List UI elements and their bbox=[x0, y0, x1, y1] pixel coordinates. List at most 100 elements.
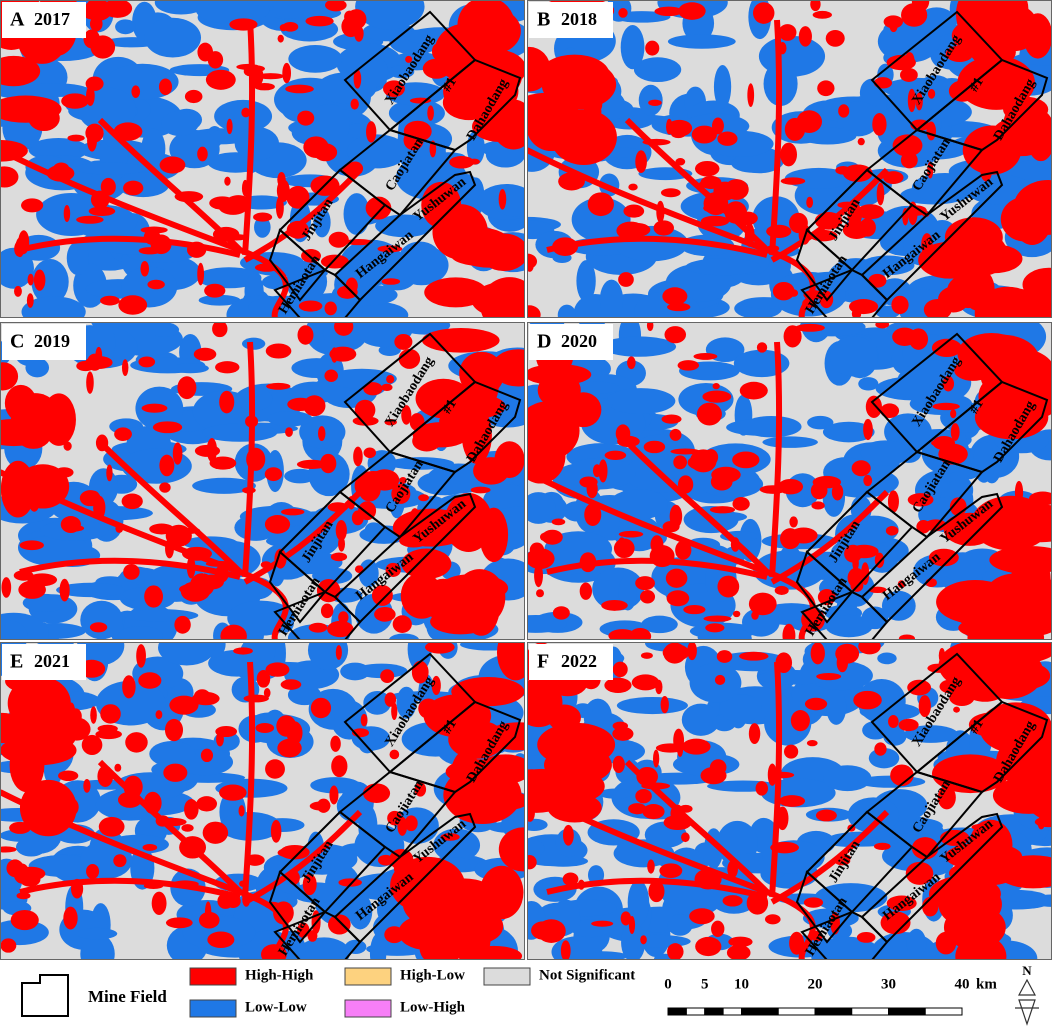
low-low-patch bbox=[298, 937, 350, 960]
panel-letter: D bbox=[537, 331, 551, 353]
high-high-patch bbox=[196, 796, 218, 812]
high-high-patch bbox=[320, 603, 334, 619]
high-high-patch bbox=[285, 427, 293, 437]
high-high-patch bbox=[464, 353, 499, 413]
high-high-patch bbox=[907, 679, 932, 696]
high-high-patch bbox=[700, 175, 722, 190]
drainage-hotspot bbox=[769, 661, 783, 898]
panel-year: 2018 bbox=[561, 9, 597, 29]
high-high-patch bbox=[205, 69, 236, 90]
high-high-patch bbox=[226, 118, 233, 135]
panel-label-box bbox=[2, 2, 86, 38]
drainage-hotspot bbox=[769, 19, 783, 256]
high-high-patch bbox=[439, 410, 488, 432]
low-low-patch bbox=[847, 886, 868, 908]
low-low-patch bbox=[74, 162, 146, 175]
high-high-patch bbox=[404, 815, 418, 832]
high-high-patch bbox=[184, 89, 203, 104]
high-high-patch bbox=[711, 117, 724, 135]
high-high-patch bbox=[604, 677, 632, 693]
high-high-patch bbox=[54, 467, 74, 478]
high-high-patch bbox=[780, 528, 801, 550]
high-high-patch bbox=[310, 697, 332, 719]
high-high-patch bbox=[691, 125, 717, 144]
high-high-patch bbox=[702, 390, 732, 403]
high-high-patch bbox=[427, 105, 434, 121]
high-high-patch bbox=[635, 576, 655, 591]
low-low-patch bbox=[527, 492, 556, 524]
low-low-patch bbox=[527, 614, 567, 633]
high-high-patch bbox=[275, 196, 284, 219]
mine-field-label: #1 bbox=[967, 717, 987, 737]
low-low-patch bbox=[158, 642, 216, 666]
high-high-patch bbox=[790, 710, 810, 732]
high-high-patch bbox=[825, 29, 845, 47]
high-high-patch bbox=[886, 54, 916, 71]
low-low-patch bbox=[150, 322, 180, 338]
low-low-patch bbox=[88, 323, 116, 363]
high-high-patch bbox=[177, 376, 197, 400]
low-low-patch bbox=[389, 633, 419, 640]
high-high-patch bbox=[767, 763, 777, 786]
high-high-patch bbox=[27, 273, 34, 286]
drainage-hotspot bbox=[242, 661, 256, 898]
mine-field-label: #1 bbox=[440, 717, 460, 737]
high-high-patch bbox=[1014, 480, 1024, 504]
high-high-patch bbox=[660, 188, 681, 198]
scale-segment bbox=[685, 1007, 706, 1016]
high-high-patch bbox=[76, 215, 104, 224]
high-high-patch bbox=[953, 706, 960, 713]
legend-swatch bbox=[344, 999, 392, 1018]
high-high-patch bbox=[206, 438, 218, 463]
panel-year: 2020 bbox=[561, 331, 597, 351]
high-high-patch bbox=[354, 565, 364, 574]
high-high-patch bbox=[363, 382, 383, 396]
high-high-patch bbox=[932, 402, 960, 411]
high-high-patch bbox=[655, 679, 663, 695]
high-high-patch bbox=[265, 759, 285, 779]
high-high-patch bbox=[664, 326, 687, 344]
high-high-patch bbox=[646, 322, 654, 332]
high-high-patch bbox=[405, 55, 413, 63]
high-high-patch bbox=[391, 483, 411, 504]
high-high-patch bbox=[63, 906, 78, 930]
high-high-patch bbox=[100, 295, 120, 306]
high-high-patch bbox=[121, 493, 143, 510]
high-high-patch bbox=[494, 441, 525, 479]
high-high-patch bbox=[444, 899, 509, 924]
high-high-patch bbox=[963, 334, 1040, 384]
high-high-patch bbox=[681, 738, 711, 755]
high-high-patch bbox=[399, 476, 407, 484]
high-high-patch bbox=[931, 338, 962, 358]
high-high-patch bbox=[677, 360, 700, 371]
mine-field-boundary bbox=[860, 170, 1004, 302]
scale-tick-label: 0 bbox=[664, 976, 672, 992]
high-high-patch bbox=[282, 62, 292, 84]
high-high-patch bbox=[202, 821, 229, 844]
high-high-patch bbox=[836, 653, 849, 673]
high-high-patch bbox=[264, 514, 291, 534]
high-high-patch bbox=[988, 642, 1052, 663]
high-high-patch bbox=[938, 648, 946, 664]
high-high-patch bbox=[366, 121, 377, 143]
low-low-patch bbox=[0, 619, 29, 640]
mine-field-icon bbox=[21, 974, 69, 1017]
high-high-patch bbox=[955, 934, 1007, 960]
panel-letter: A bbox=[10, 9, 25, 31]
high-high-patch bbox=[900, 68, 918, 82]
high-high-patch bbox=[138, 356, 156, 368]
high-high-patch bbox=[738, 211, 758, 225]
high-high-patch bbox=[324, 369, 338, 383]
high-high-patch bbox=[891, 295, 909, 315]
high-high-patch bbox=[806, 739, 818, 747]
legend-swatch bbox=[344, 967, 392, 986]
high-high-patch bbox=[377, 245, 403, 253]
panel-letter: B bbox=[537, 9, 550, 31]
low-low-patch bbox=[860, 255, 915, 276]
high-high-patch bbox=[643, 440, 666, 454]
high-high-patch bbox=[98, 816, 125, 837]
high-high-patch bbox=[974, 286, 1041, 318]
high-high-patch bbox=[309, 801, 331, 811]
cluster-layer bbox=[0, 642, 525, 960]
